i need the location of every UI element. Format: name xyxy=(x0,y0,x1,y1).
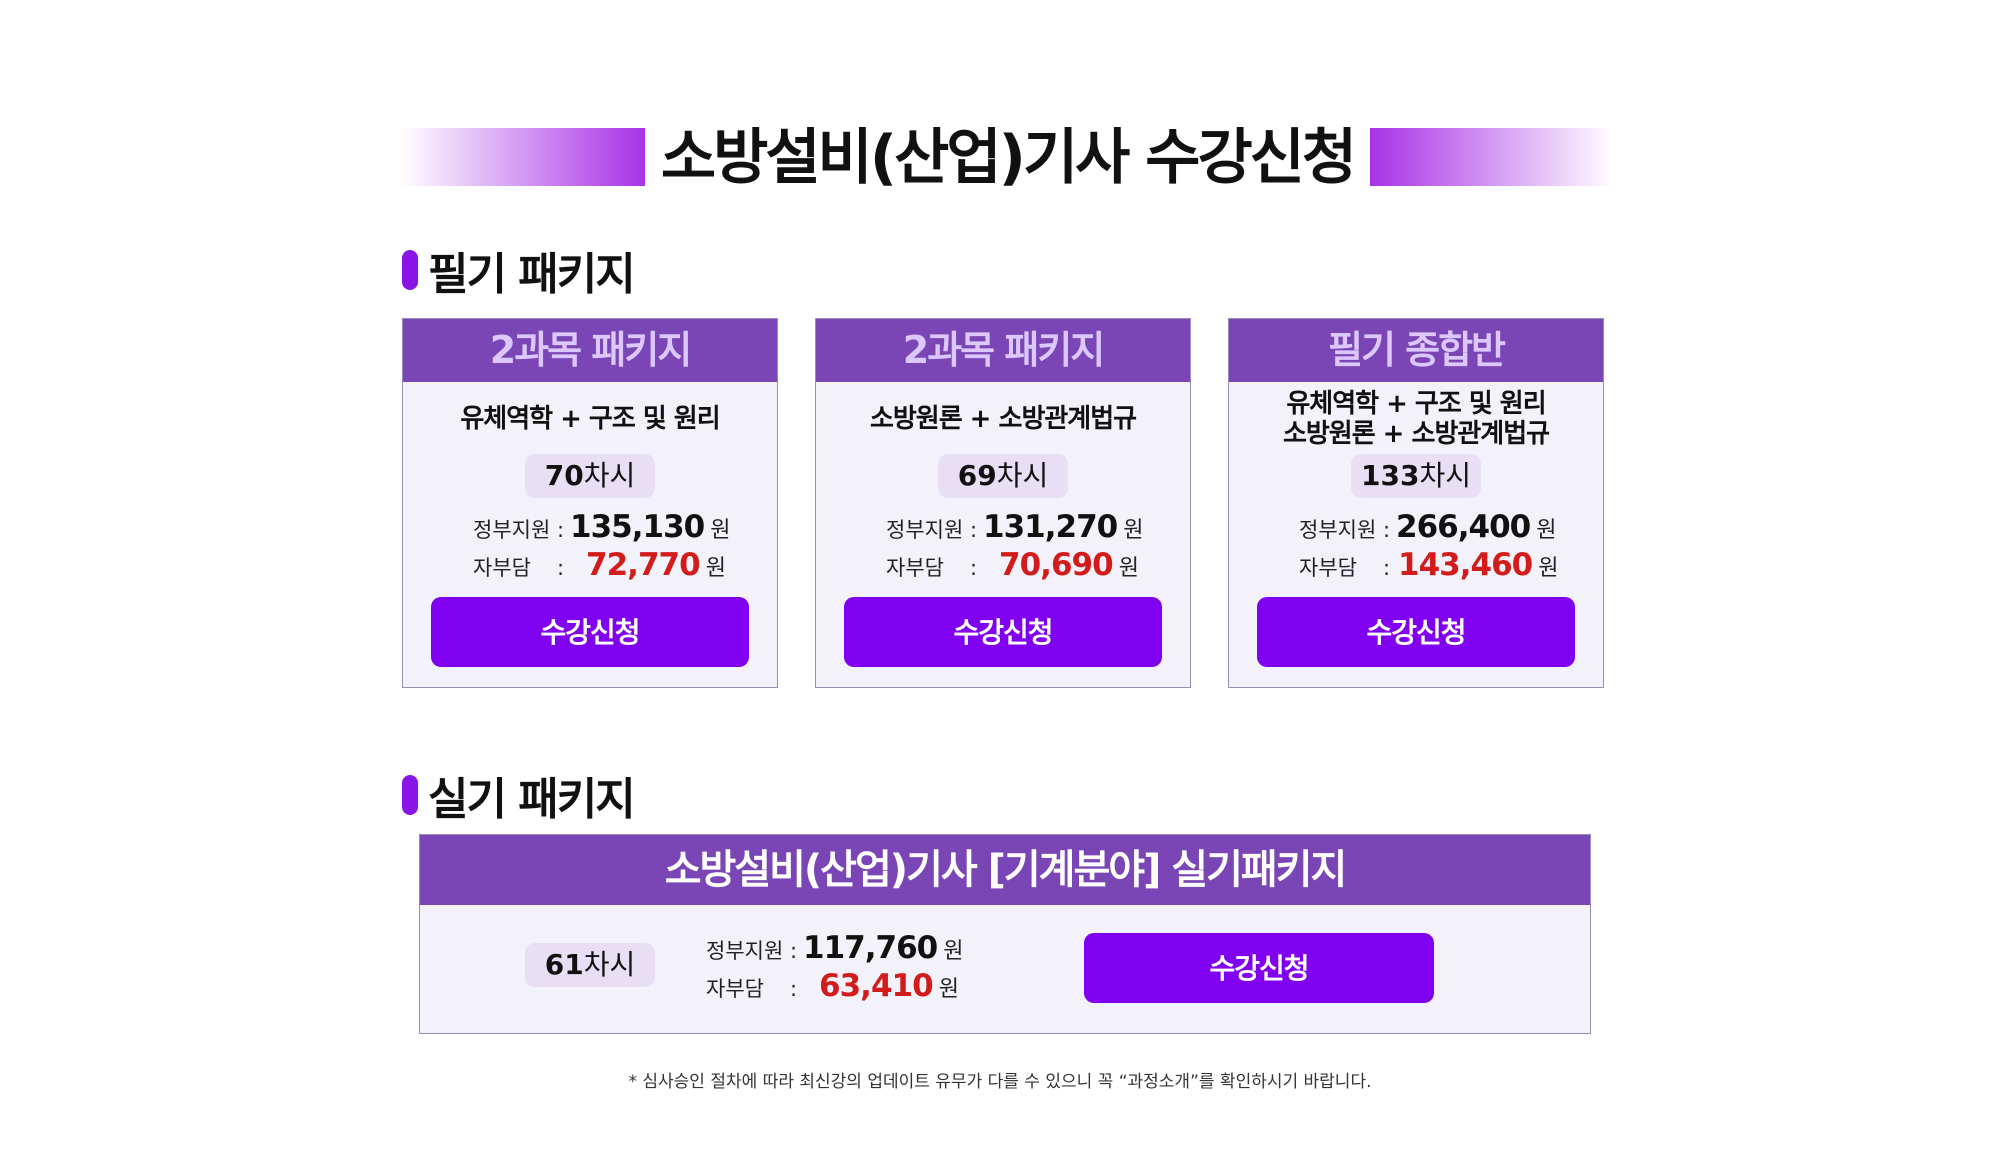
sessions-count: 70 xyxy=(544,459,584,492)
won-unit: 원 xyxy=(938,977,959,1002)
title-gradient-bar-right xyxy=(1370,128,1615,186)
won-unit: 원 xyxy=(943,939,964,964)
page-title-area: 소방설비(산업)기사 수강신청 xyxy=(0,118,2000,198)
apply-button-2[interactable]: 수강신청 xyxy=(844,597,1162,667)
section-marker-icon xyxy=(402,775,418,815)
title-gradient-bar-left xyxy=(400,128,645,186)
won-unit: 원 xyxy=(1123,518,1144,543)
self-price: 72,770 xyxy=(586,547,701,583)
written-section-title: 필기 패키지 xyxy=(428,249,636,300)
card-header: 소방설비(산업)기사 [기계분야] 실기패키지 xyxy=(420,835,1590,905)
gov-label: 정부지원 : xyxy=(1299,518,1391,542)
gov-label: 정부지원 : xyxy=(473,518,565,542)
sessions-unit: 차시 xyxy=(583,948,636,981)
footnote: * 심사승인 절차에 따라 최신강의 업데이트 유무가 다를 수 있으니 꼭 “… xyxy=(628,1072,1372,1092)
gov-price: 117,760 xyxy=(803,930,938,966)
gov-price-row: 정부지원 : 117,760 원 xyxy=(706,930,964,966)
gov-label: 정부지원 : xyxy=(886,518,978,542)
page-title: 소방설비(산업)기사 수강신청 xyxy=(660,123,1357,193)
card-subject: 유체역학 + 구조 및 원리 xyxy=(460,404,720,434)
sessions-count: 133 xyxy=(1361,459,1420,492)
gov-price: 266,400 xyxy=(1396,509,1531,545)
sessions-badge: 69차시 xyxy=(938,454,1068,498)
self-price-row: 자부담 : 63,410 원 xyxy=(706,968,959,1004)
sessions-count: 69 xyxy=(957,459,997,492)
self-label: 자부담 xyxy=(1299,556,1357,580)
self-colon: : xyxy=(789,977,798,1001)
card-header: 2과목 패키지 xyxy=(816,319,1190,382)
self-colon: : xyxy=(1382,556,1391,580)
gov-price-row: 정부지원 : 266,400 원 xyxy=(1299,509,1557,545)
card-subject: 소방원론 + 소방관계법규 xyxy=(869,404,1137,434)
self-price-row: 자부담 : 72,770 원 xyxy=(473,547,726,583)
self-label: 자부담 xyxy=(886,556,944,580)
sessions-badge: 133차시 xyxy=(1351,454,1481,498)
practical-package-card: 소방설비(산업)기사 [기계분야] 실기패키지 61차시 정부지원 : 117,… xyxy=(419,834,1591,1034)
gov-price-row: 정부지원 : 135,130 원 xyxy=(473,509,731,545)
practical-section-header: 실기 패키지 xyxy=(402,770,636,825)
apply-button-practical[interactable]: 수강신청 xyxy=(1084,933,1434,1003)
card-header: 2과목 패키지 xyxy=(403,319,777,382)
card-header: 필기 종합반 xyxy=(1229,319,1603,382)
package-card-1: 2과목 패키지 유체역학 + 구조 및 원리 70차시 정부지원 : 135,1… xyxy=(402,318,778,688)
apply-button-1[interactable]: 수강신청 xyxy=(431,597,749,667)
sessions-badge: 61차시 xyxy=(525,943,655,987)
practical-section-title: 실기 패키지 xyxy=(428,774,636,825)
self-price-row: 자부담 : 143,460 원 xyxy=(1299,547,1559,583)
self-price-row: 자부담 : 70,690 원 xyxy=(886,547,1139,583)
won-unit: 원 xyxy=(710,518,731,543)
won-unit: 원 xyxy=(705,556,726,581)
gov-price: 131,270 xyxy=(983,509,1118,545)
package-card-2: 2과목 패키지 소방원론 + 소방관계법규 69차시 정부지원 : 131,27… xyxy=(815,318,1191,688)
sessions-count: 61 xyxy=(544,948,584,981)
sessions-unit: 차시 xyxy=(583,459,636,492)
card-subject-line-1: 유체역학 + 구조 및 원리 xyxy=(1286,389,1546,419)
self-label: 자부담 xyxy=(706,977,764,1001)
gov-label: 정부지원 : xyxy=(706,939,798,963)
self-colon: : xyxy=(556,556,565,580)
self-price: 70,690 xyxy=(999,547,1114,583)
sessions-unit: 차시 xyxy=(996,459,1049,492)
self-price: 63,410 xyxy=(819,968,934,1004)
apply-button-3[interactable]: 수강신청 xyxy=(1257,597,1575,667)
won-unit: 원 xyxy=(1538,556,1559,581)
self-label: 자부담 xyxy=(473,556,531,580)
gov-price: 135,130 xyxy=(570,509,705,545)
self-colon: : xyxy=(969,556,978,580)
won-unit: 원 xyxy=(1118,556,1139,581)
sessions-badge: 70차시 xyxy=(525,454,655,498)
self-price: 143,460 xyxy=(1398,547,1533,583)
gov-price-row: 정부지원 : 131,270 원 xyxy=(886,509,1144,545)
package-card-3: 필기 종합반 유체역학 + 구조 및 원리 소방원론 + 소방관계법규 133차… xyxy=(1228,318,1604,688)
won-unit: 원 xyxy=(1536,518,1557,543)
card-subject-line-2: 소방원론 + 소방관계법규 xyxy=(1282,419,1550,449)
written-section-header: 필기 패키지 xyxy=(402,245,636,300)
sessions-unit: 차시 xyxy=(1419,459,1471,492)
section-marker-icon xyxy=(402,250,418,290)
